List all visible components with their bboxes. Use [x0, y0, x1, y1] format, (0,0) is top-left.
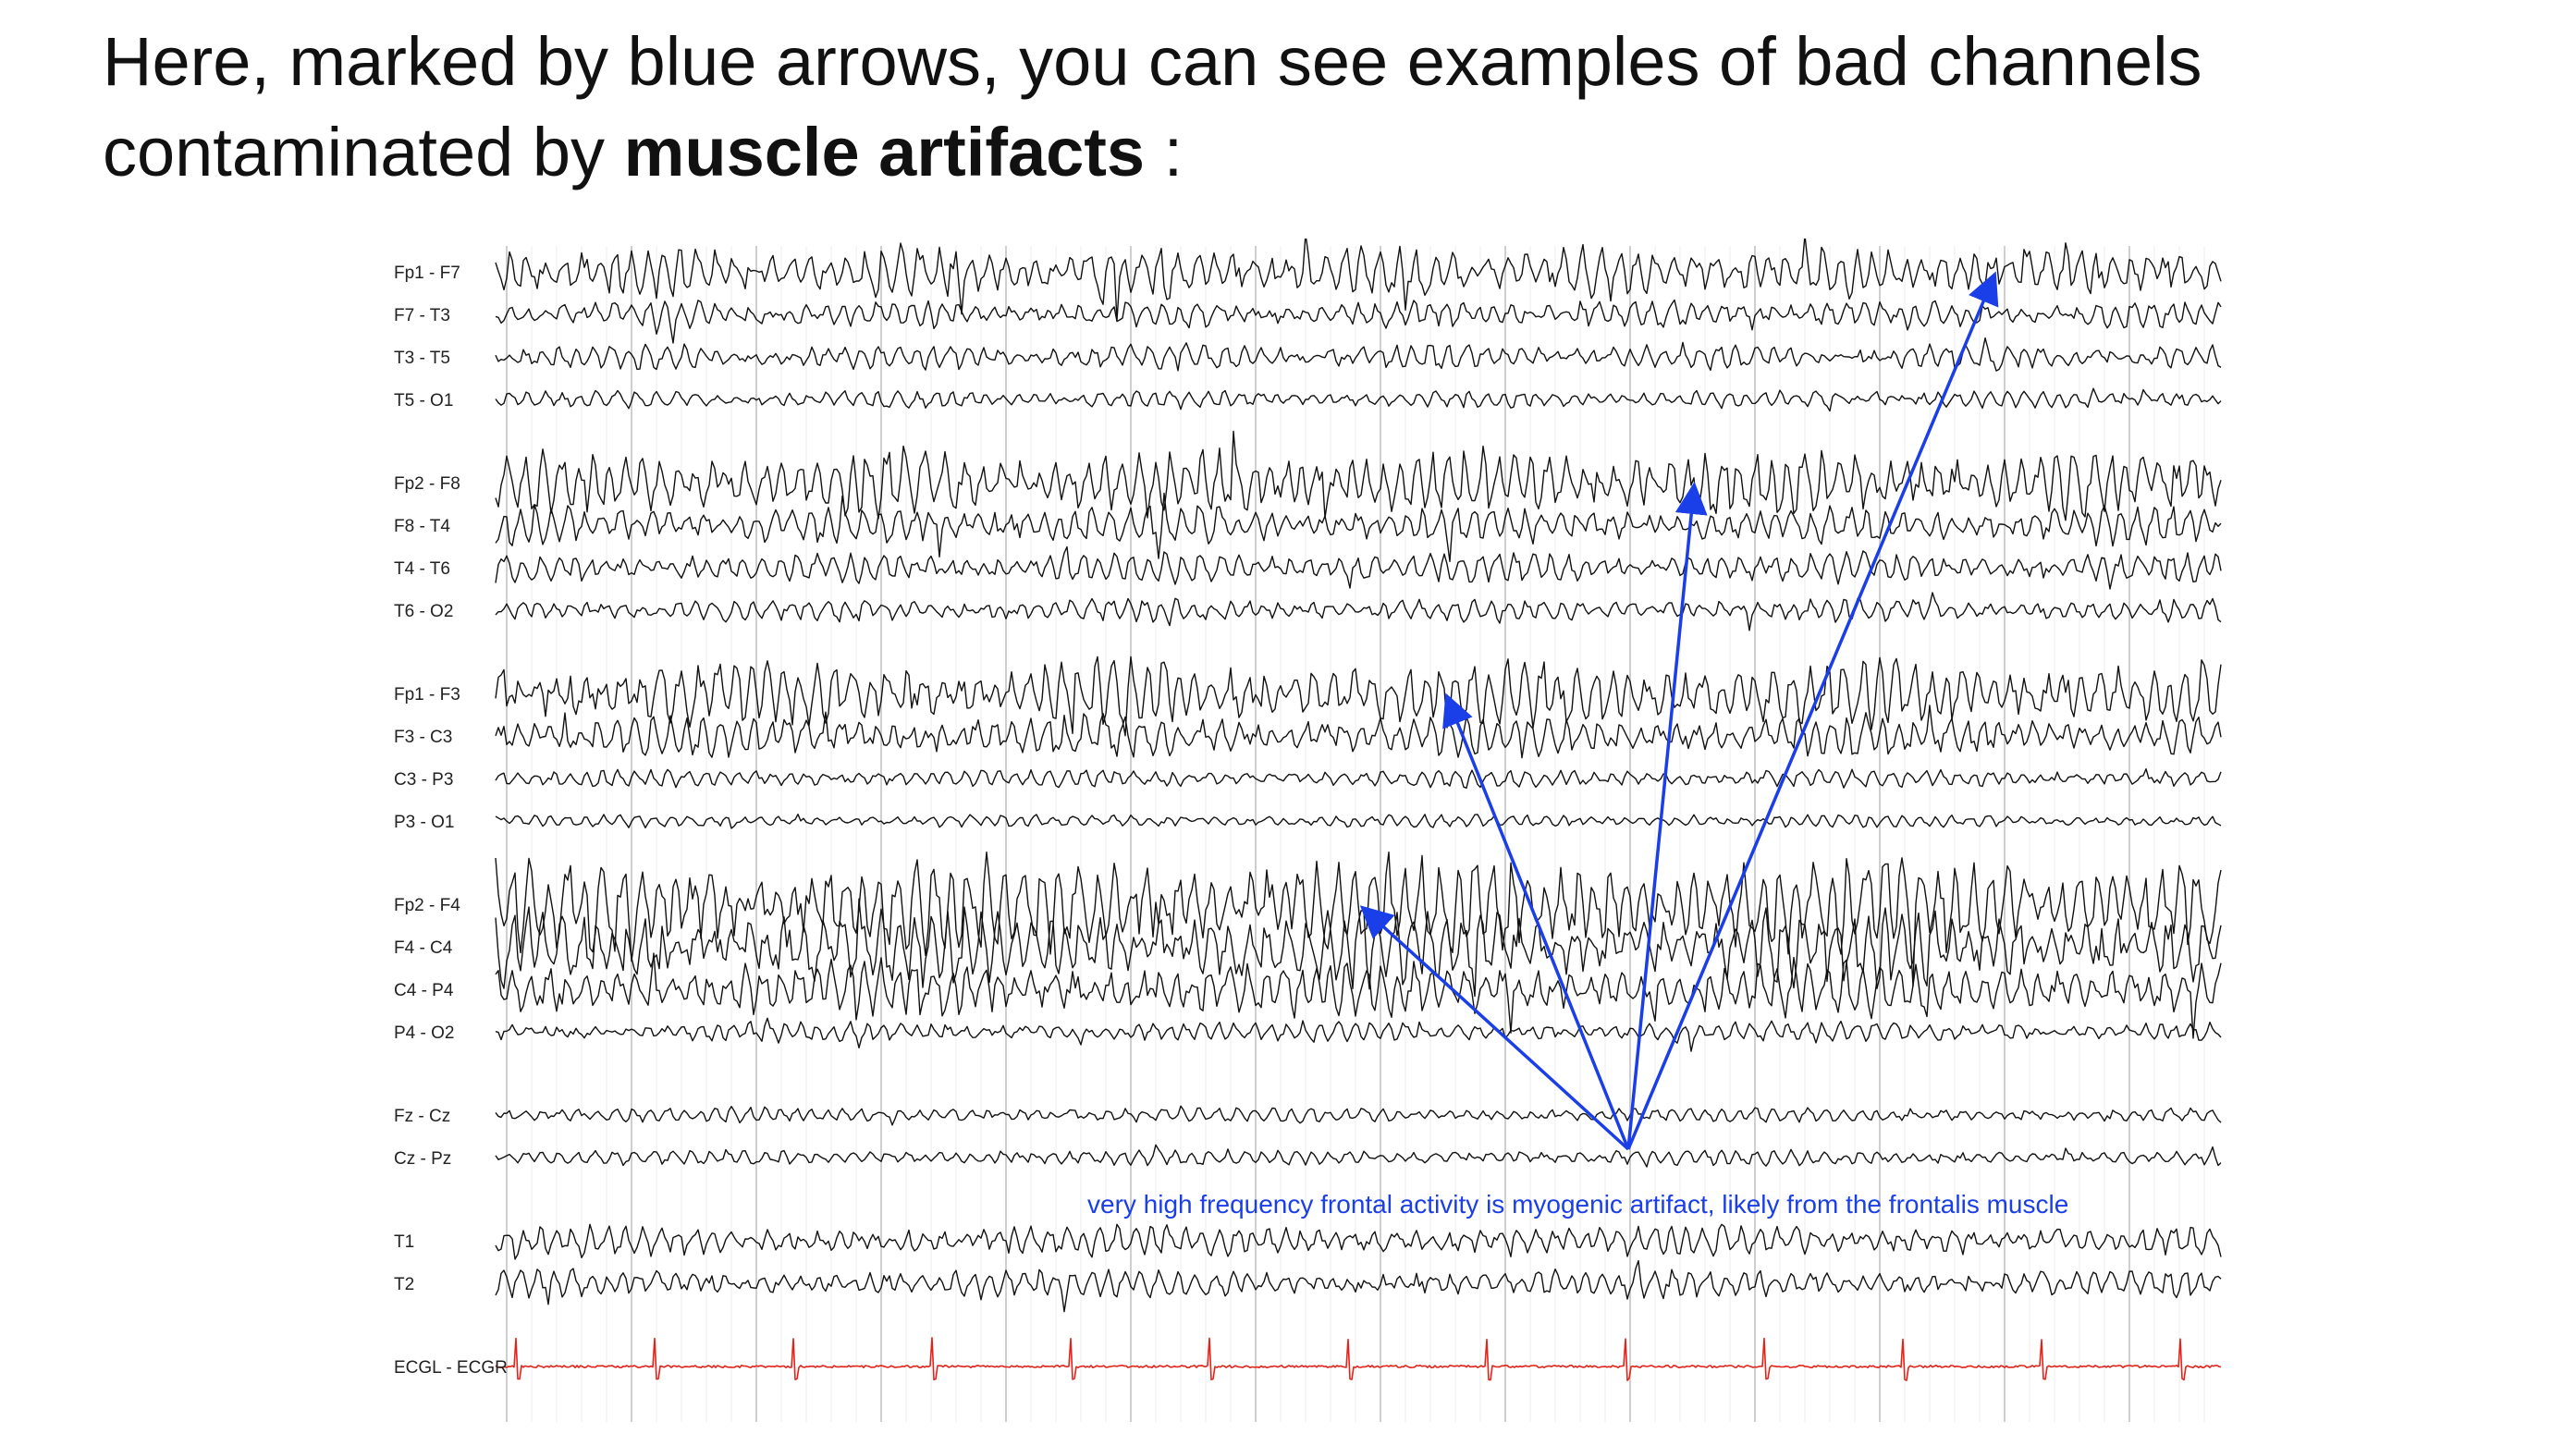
eeg-trace [495, 1017, 2222, 1052]
channel-label: P3 - O1 [394, 813, 454, 832]
slide-heading: Here, marked by blue arrows, you can see… [103, 17, 2507, 198]
channel-label: F4 - C4 [394, 938, 453, 958]
channel-label: F8 - T4 [394, 517, 450, 536]
eeg-trace [495, 545, 2222, 590]
eeg-trace [495, 705, 2222, 759]
channel-label: Cz - Pz [394, 1149, 451, 1169]
eeg-trace [495, 1144, 2222, 1168]
heading-line-2-bold: muscle artifacts [623, 114, 1146, 190]
annotation-arrow [1359, 905, 1630, 1151]
channel-label: T2 [394, 1275, 414, 1294]
channel-label: F3 - C3 [394, 728, 452, 747]
eeg-trace [495, 299, 2222, 344]
annotation-arrow [1626, 482, 1708, 1150]
channel-label: T3 - T5 [394, 349, 450, 368]
channel-label: T4 - T6 [394, 559, 450, 579]
eeg-trace [495, 492, 2222, 562]
channel-label: Fp2 - F4 [394, 896, 460, 915]
eeg-trace [495, 430, 2222, 521]
channel-label: F7 - T3 [394, 306, 450, 325]
eeg-traces [495, 239, 2222, 1381]
eeg-trace [495, 898, 2222, 998]
channel-label: T1 [394, 1232, 414, 1252]
heading-line-1: Here, marked by blue arrows, you can see… [103, 23, 2202, 100]
heading-line-2-prefix: contaminated by [103, 114, 624, 190]
eeg-trace [495, 387, 2222, 412]
channel-label: Fp1 - F3 [394, 685, 460, 705]
channel-label: T6 - O2 [394, 602, 453, 621]
eeg-trace [495, 656, 2222, 737]
channel-label: C4 - P4 [394, 981, 454, 1000]
heading-line-2-suffix: : [1145, 114, 1184, 190]
eeg-trace [495, 768, 2222, 790]
eeg-trace [495, 952, 2222, 1039]
annotation-arrow [1442, 692, 1630, 1150]
annotation-text: very high frequency frontal activity is … [1087, 1190, 2068, 1219]
channel-label: Fz - Cz [394, 1107, 450, 1126]
eeg-trace [495, 852, 2222, 987]
eeg-trace [495, 1337, 2222, 1381]
annotation-arrow [1626, 271, 1999, 1150]
eeg-montage-plot: Fp1 - F7 F7 - T3 T3 - T5 T5 - O1 Fp2 - F8 F8 … [394, 239, 2222, 1422]
eeg-trace [495, 1105, 2222, 1126]
channel-label: Fp1 - F7 [394, 263, 460, 283]
annotation-arrows [1359, 271, 1999, 1151]
eeg-figure: Fp1 - F7 F7 - T3 T3 - T5 T5 - O1 Fp2 - F8 F8 … [386, 239, 2236, 1431]
channel-label: Fp2 - F8 [394, 474, 460, 494]
channel-label: ECGL - ECGR [394, 1358, 508, 1378]
channel-labels: Fp1 - F7 F7 - T3 T3 - T5 T5 - O1 Fp2 - F8 F8 … [394, 263, 508, 1378]
eeg-trace [495, 239, 2222, 322]
channel-label: T5 - O1 [394, 391, 453, 411]
eeg-trace [495, 337, 2222, 372]
eeg-trace [495, 1259, 2222, 1313]
eeg-trace [495, 1223, 2222, 1260]
eeg-trace [495, 814, 2222, 829]
channel-label: C3 - P3 [394, 770, 453, 790]
eeg-trace [495, 592, 2222, 631]
time-gridlines [506, 246, 2205, 1422]
channel-label: P4 - O2 [394, 1023, 454, 1043]
